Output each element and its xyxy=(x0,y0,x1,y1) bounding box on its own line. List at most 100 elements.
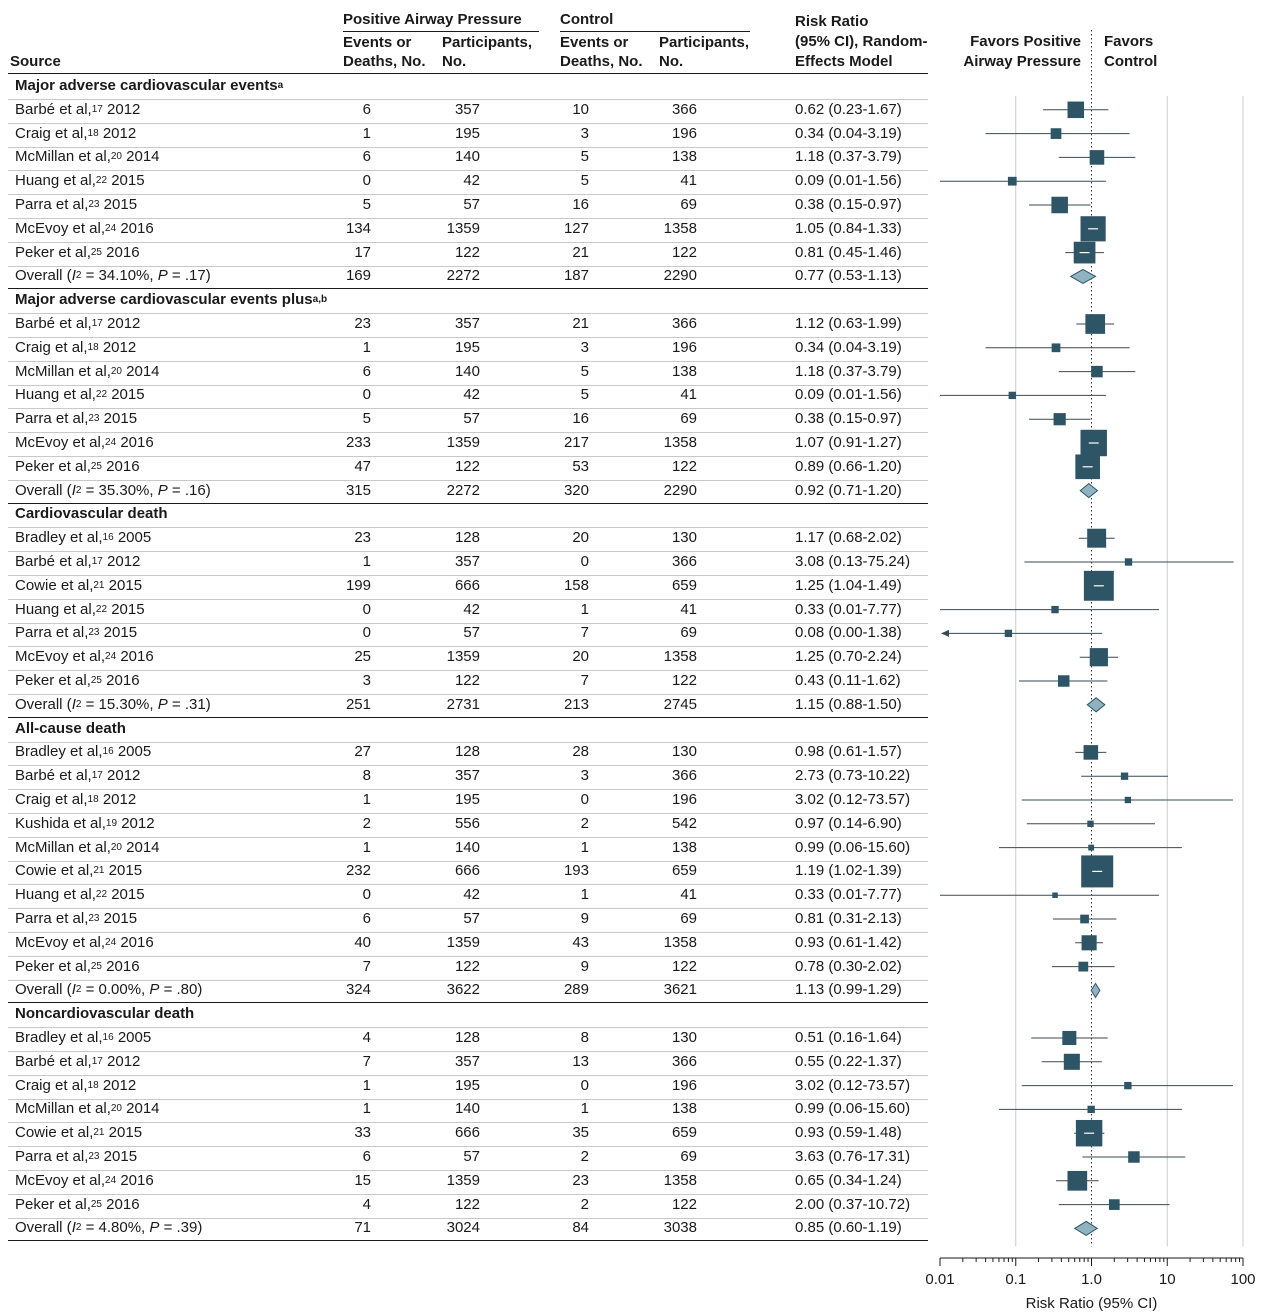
study-reference: 25 xyxy=(90,675,102,686)
overall-control-participants: 2290 xyxy=(663,481,697,499)
study-marker xyxy=(1067,101,1085,119)
study-marker xyxy=(1004,629,1013,638)
row-separator xyxy=(8,955,928,957)
control-participants: 1358 xyxy=(663,933,697,951)
control-events: 0 xyxy=(580,791,589,808)
row-separator xyxy=(8,1217,928,1219)
control-participants: 1358 xyxy=(663,434,697,451)
pap-participants: 42 xyxy=(463,386,480,404)
control-participants: 122 xyxy=(671,243,697,261)
study-year: 2015 xyxy=(108,576,143,594)
study-source: Huang et al,22 2015 xyxy=(15,600,145,620)
risk-ratio-ci: 1.05 (0.84-1.33) xyxy=(795,219,902,237)
study-source: Barbé et al,17 2012 xyxy=(15,1052,140,1072)
control-events: 2 xyxy=(580,814,589,832)
control-events: 217 xyxy=(563,434,589,451)
row-separator xyxy=(8,741,928,743)
study-source: McEvoy et al,24 2016 xyxy=(15,933,154,953)
study-author: Huang et al, xyxy=(15,386,96,404)
row-separator xyxy=(8,408,928,410)
control-events: 9 xyxy=(580,910,589,927)
study-source: McMillan et al,20 2014 xyxy=(15,1099,160,1119)
study-reference: 22 xyxy=(95,889,108,901)
section-title-text: Cardiovascular death xyxy=(15,505,168,523)
study-source: Barbé et al,17 2012 xyxy=(15,552,140,572)
study-source: Parra et al,23 2015 xyxy=(15,909,137,929)
study-marker xyxy=(1052,892,1058,898)
study-marker xyxy=(1007,176,1017,186)
pap-events: 5 xyxy=(362,196,371,213)
study-reference: 18 xyxy=(87,127,99,139)
study-marker xyxy=(1078,961,1089,972)
study-year: 2016 xyxy=(106,1195,140,1213)
risk-ratio-ci: 0.81 (0.31-2.13) xyxy=(795,910,902,927)
study-source: McMillan et al,20 2014 xyxy=(15,147,160,167)
pap-participants: 140 xyxy=(454,148,480,166)
x-tick-label: 10 xyxy=(1159,1271,1176,1288)
section-divider xyxy=(8,288,928,290)
pap-events: 4 xyxy=(362,1195,371,1213)
pap-participants: 42 xyxy=(463,886,480,904)
study-marker xyxy=(1120,772,1129,780)
i-squared-symbol: I xyxy=(71,1219,76,1237)
overall-prefix: Overall ( xyxy=(15,1219,72,1237)
p-symbol: P xyxy=(149,981,160,999)
pap-participants: 122 xyxy=(454,243,480,261)
control-events: 16 xyxy=(572,196,589,213)
control-events: 193 xyxy=(563,862,589,880)
control-events: 7 xyxy=(580,624,589,642)
pap-participants: 140 xyxy=(454,362,480,380)
control-events: 0 xyxy=(580,1076,589,1094)
overall-prefix: Overall ( xyxy=(15,981,72,999)
control-participants: 542 xyxy=(671,814,697,832)
row-separator xyxy=(8,836,928,838)
pap-events: 134 xyxy=(345,219,371,237)
p-value: = .17) xyxy=(167,267,211,285)
section-title: All-cause death xyxy=(15,719,126,739)
study-author: Bradley et al, xyxy=(15,1029,103,1046)
row-separator xyxy=(8,931,928,933)
p-value: = .80) xyxy=(159,981,203,999)
plot-marks xyxy=(940,101,1234,1236)
control-events: 5 xyxy=(580,148,589,166)
pap-participants: 195 xyxy=(454,338,480,356)
heterogeneity-stat: = 4.80%, xyxy=(81,1219,150,1237)
study-year: 2015 xyxy=(103,624,138,642)
control-participants: 122 xyxy=(671,457,697,475)
study-year: 2015 xyxy=(108,1124,143,1142)
study-year: 2016 xyxy=(106,457,140,475)
control-participants: 366 xyxy=(671,767,697,785)
pap-events: 27 xyxy=(354,743,371,761)
study-marker xyxy=(1124,796,1132,804)
pap-events: 6 xyxy=(362,1148,371,1165)
overall-diamond xyxy=(1079,482,1099,499)
i-squared-symbol: I xyxy=(71,481,76,499)
study-author: McMillan et al, xyxy=(15,148,111,166)
study-reference: 21 xyxy=(93,579,105,591)
pap-events: 23 xyxy=(354,529,371,547)
row-separator xyxy=(8,432,928,434)
row-separator xyxy=(8,146,928,148)
study-author: Craig et al, xyxy=(15,1076,88,1094)
study-source: Barbé et al,17 2012 xyxy=(15,314,140,334)
study-year: 2015 xyxy=(111,886,145,904)
study-year: 2015 xyxy=(111,386,145,404)
study-source: McEvoy et al,24 2016 xyxy=(15,433,154,453)
header-ctrl-participants-l1: Participants, xyxy=(659,34,750,51)
control-participants: 130 xyxy=(671,743,697,761)
study-reference: 19 xyxy=(105,817,118,829)
study-reference: 17 xyxy=(91,1055,103,1067)
p-symbol: P xyxy=(157,481,168,499)
study-year: 2012 xyxy=(107,100,141,118)
study-reference: 24 xyxy=(105,936,117,948)
control-events: 16 xyxy=(572,410,589,428)
heterogeneity-stat: = 0.00%, xyxy=(81,981,150,999)
study-source: Bradley et al,16 2005 xyxy=(15,1028,151,1048)
study-source: Bradley et al,16 2005 xyxy=(15,528,151,548)
study-reference: 23 xyxy=(88,199,100,210)
pap-events: 5 xyxy=(362,410,371,428)
study-source: Cowie et al,21 2015 xyxy=(15,861,142,881)
study-reference: 18 xyxy=(87,794,99,805)
study-marker xyxy=(1089,648,1108,667)
risk-ratio-ci: 0.09 (0.01-1.56) xyxy=(795,386,902,404)
